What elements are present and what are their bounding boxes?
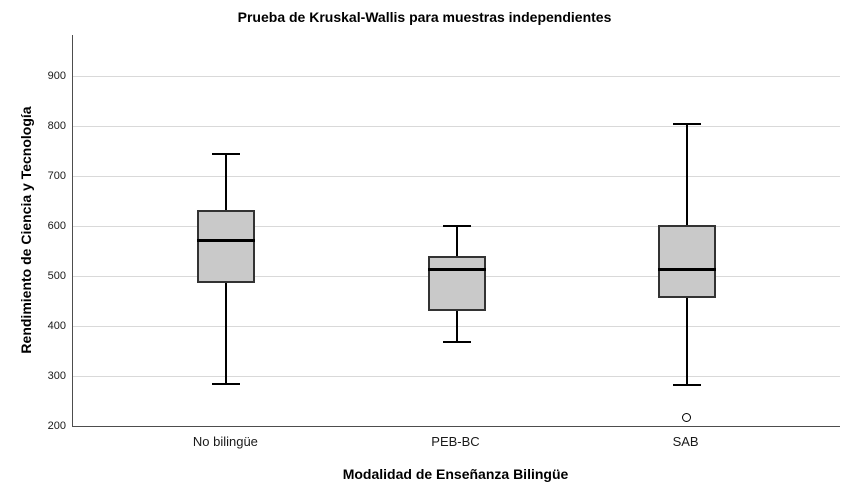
outlier-point-sab [682,412,692,422]
x-category-label-peb-bc: PEB-BC [431,434,480,449]
x-category-label-no-bilingue: No bilingüe [192,434,258,449]
box-sab [657,225,716,298]
plot-area [72,35,840,427]
y-tick-label-200: 200 [47,420,66,432]
box-peb-bc [427,256,486,311]
whisker-cap-bottom-sab [672,383,701,386]
whisker-cap-top-no-bilingue [212,152,241,155]
y-tick-label-600: 600 [47,220,66,232]
chart-title: Prueba de Kruskal-Wallis para muestras i… [237,9,612,25]
box-no-bilingue [197,210,256,283]
x-category-label-sab: SAB [672,434,699,449]
y-tick-label-500: 500 [47,270,66,282]
median-line-no-bilingue [197,239,256,242]
gridline-700 [73,175,840,177]
whisker-cap-top-peb-bc [442,225,471,227]
whisker-cap-bottom-peb-bc [442,340,471,343]
y-tick-label-900: 900 [47,70,66,82]
gridline-300 [73,375,840,377]
y-tick-label-800: 800 [47,120,66,132]
x-axis-title: Modalidad de Enseñanza Bilingüe [342,466,569,482]
whisker-cap-bottom-no-bilingue [212,382,241,385]
gridline-900 [73,75,840,77]
median-line-peb-bc [427,267,486,271]
y-tick-label-700: 700 [47,170,66,182]
median-line-sab [657,267,716,271]
y-tick-label-400: 400 [47,320,66,332]
whisker-cap-top-sab [672,122,701,125]
gridline-800 [73,125,840,127]
y-tick-label-300: 300 [47,370,66,382]
